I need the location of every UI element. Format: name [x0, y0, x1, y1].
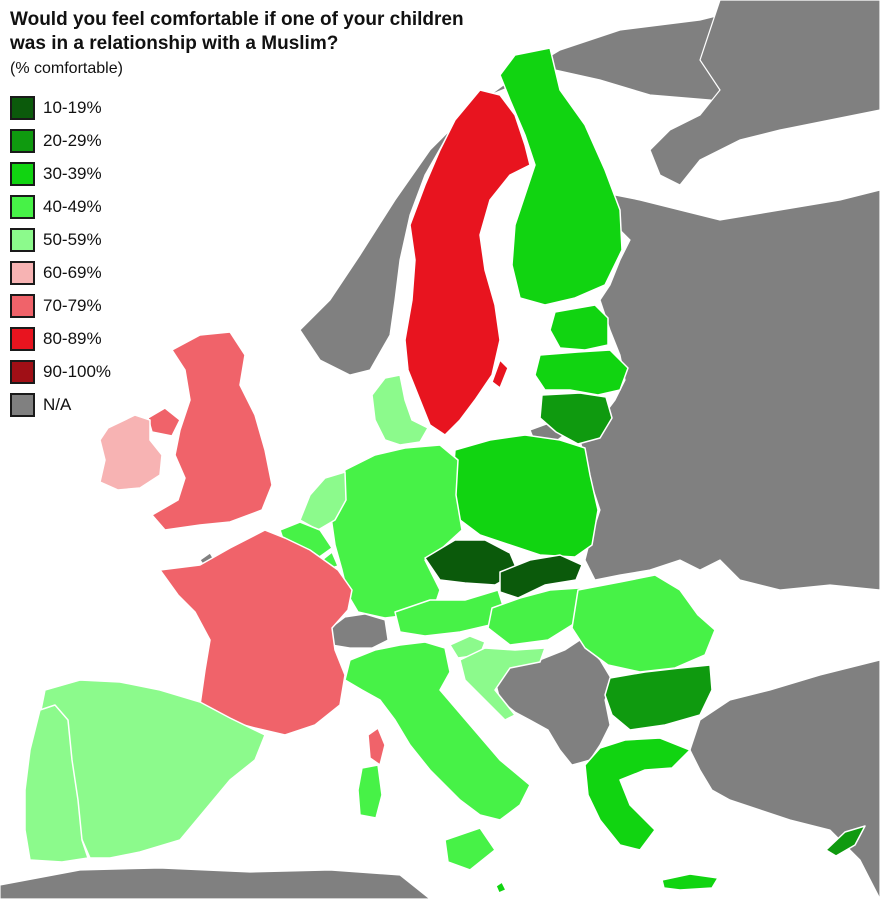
legend-item: 70-79%	[10, 289, 111, 322]
romania	[571, 574, 716, 673]
legend-swatch	[10, 326, 35, 351]
legend-label: 40-49%	[43, 196, 102, 216]
map-subtitle: (% comfortable)	[10, 60, 123, 77]
legend-swatch	[10, 95, 35, 120]
legend-swatch	[10, 293, 35, 318]
legend-label: 90-100%	[43, 361, 112, 381]
croatia	[459, 647, 546, 721]
gotland	[491, 359, 509, 389]
cyprus	[825, 825, 866, 857]
netherlands	[299, 471, 347, 531]
corsica	[367, 727, 386, 766]
bulgaria	[604, 664, 713, 731]
legend-item: 90-100%	[10, 355, 111, 388]
legend-item: 20-29%	[10, 124, 111, 157]
switzerland	[327, 613, 389, 649]
legend-label: N/A	[43, 394, 72, 414]
turkey	[689, 659, 880, 899]
north-africa	[0, 867, 431, 899]
eu-countries	[24, 47, 866, 894]
legend: 10-19% 20-29% 30-39% 40-49% 50-59% 60-69…	[10, 91, 111, 421]
legend-swatch	[10, 161, 35, 186]
great-britain	[151, 331, 273, 531]
legend-swatch	[10, 359, 35, 384]
legend-label: 10-19%	[43, 97, 102, 117]
legend-swatch	[10, 128, 35, 153]
sardinia	[357, 764, 383, 819]
portugal	[24, 704, 89, 863]
legend-item: 50-59%	[10, 223, 111, 256]
legend-item: 30-39%	[10, 157, 111, 190]
legend-label: 20-29%	[43, 130, 102, 150]
sicily	[444, 827, 496, 871]
legend-label: 70-79%	[43, 295, 102, 315]
italy	[344, 641, 531, 821]
ireland	[99, 414, 163, 491]
russia-belarus-ukraine	[579, 189, 880, 591]
russia-north	[649, 0, 880, 186]
northern-ireland	[147, 407, 181, 437]
lithuania	[539, 392, 613, 445]
map-title: Would you feel comfortable if one of you…	[10, 9, 464, 54]
legend-label: 80-89%	[43, 328, 102, 348]
legend-item: 40-49%	[10, 190, 111, 223]
estonia	[549, 304, 609, 351]
legend-swatch	[10, 392, 35, 417]
legend-item: N/A	[10, 388, 111, 421]
legend-label: 30-39%	[43, 163, 102, 183]
latvia	[534, 349, 629, 396]
legend-item: 80-89%	[10, 322, 111, 355]
germany	[329, 444, 463, 619]
france	[159, 529, 353, 736]
legend-swatch	[10, 227, 35, 252]
finland	[499, 47, 623, 306]
slovakia	[499, 554, 583, 599]
legend-swatch	[10, 260, 35, 285]
legend-label: 60-69%	[43, 262, 102, 282]
denmark	[371, 374, 429, 446]
legend-item: 60-69%	[10, 256, 111, 289]
legend-label: 50-59%	[43, 229, 102, 249]
crete	[661, 873, 719, 891]
poland	[451, 434, 599, 558]
malta	[495, 881, 507, 894]
sweden	[404, 89, 531, 436]
legend-item: 10-19%	[10, 91, 111, 124]
greece	[584, 737, 691, 851]
legend-swatch	[10, 194, 35, 219]
